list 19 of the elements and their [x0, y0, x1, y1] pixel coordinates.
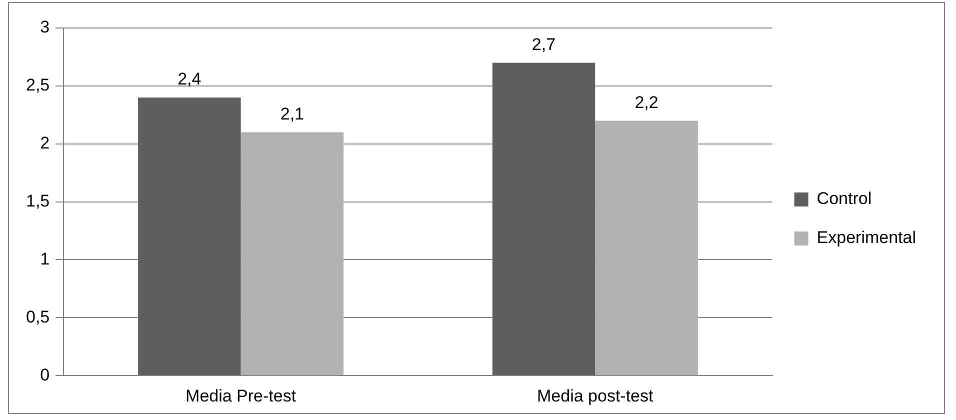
data-label: 2,4: [178, 70, 202, 89]
y-tick-label: 0: [40, 365, 50, 384]
bar: [138, 98, 241, 376]
legend-label: Control: [816, 189, 872, 208]
legend-label: Experimental: [816, 228, 916, 248]
bar: [492, 62, 596, 376]
bar: [240, 132, 344, 376]
y-tick-label: 0,5: [26, 307, 50, 326]
y-tick-label: 1,5: [26, 191, 50, 210]
x-tick-label: Media post-test: [537, 386, 654, 406]
data-label: 2,2: [634, 92, 658, 112]
data-label: 2,7: [532, 34, 556, 54]
y-tick-label: 2,5: [26, 76, 50, 95]
bar: [595, 120, 698, 376]
x-tick-label: Media Pre-test: [186, 386, 296, 406]
y-tick-label: 1: [40, 249, 50, 268]
data-label: 2,1: [280, 104, 304, 124]
y-tick-label: 3: [40, 18, 50, 37]
y-tick-label: 2: [40, 134, 50, 153]
